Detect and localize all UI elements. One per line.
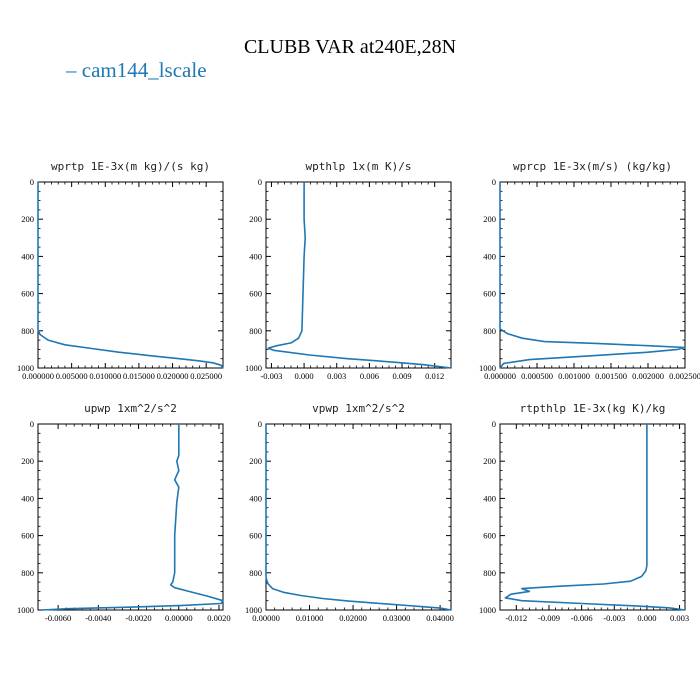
y-tick-label: 200 [249,456,262,466]
y-tick-label: 400 [21,251,34,261]
series-line [265,424,452,611]
x-tick-label: 0.00000 [165,613,193,623]
x-tick-label: -0.003 [603,613,625,623]
x-tick-label: 0.003 [670,613,689,623]
y-tick-label: 600 [21,531,34,541]
x-tick-label: 0.000 [295,371,314,381]
y-tick-label: 0 [30,177,34,187]
plot-frame [499,423,686,611]
x-tick-label: 0.000000 [22,371,54,381]
y-tick-label: 1000 [17,605,34,615]
y-tick-label: 200 [21,214,34,224]
y-tick-label: 1000 [479,363,496,373]
y-tick-label: 200 [21,456,34,466]
series-line [267,182,452,369]
y-tick-label: 200 [249,214,262,224]
y-tick-label: 0 [258,177,262,187]
plot-frame [265,181,452,369]
legend-label: cam144_lscale [81,58,207,82]
y-tick-label: 600 [249,289,262,299]
series-line [499,182,686,369]
y-tick-label: 800 [483,568,496,578]
y-tick-label: 1000 [245,363,262,373]
panel-title: rtpthlp 1E-3x(kg K)/kg [520,402,666,415]
y-tick-label: 0 [492,419,496,429]
panel-1: wprtp 1E-3x(m kg)/(s kg) 0 200 400 600 800 100… [17,160,224,381]
y-tick-label: 1000 [479,605,496,615]
plot-frame [37,423,224,611]
figure-title: CLUBB VAR at240E,28N [243,36,457,58]
x-tick-label: 0.006 [360,371,379,381]
y-tick-label: 800 [249,326,262,336]
x-tick-label: 0.003 [327,371,346,381]
panel-title: wprcp 1E-3x(m/s) (kg/kg) [513,160,672,173]
panel-3: wprcp 1E-3x(m/s) (kg/kg) 0 200 400 600 800 100… [479,160,700,381]
y-tick-label: 1000 [245,605,262,615]
x-tick-label: 0.025000 [190,371,222,381]
x-tick-label: -0.012 [505,613,527,623]
x-tick-label: 0.000000 [484,371,516,381]
y-tick-label: 400 [21,493,34,503]
y-tick-label: 800 [483,326,496,336]
legend-line-icon: – [66,58,77,82]
y-tick-label: 800 [21,326,34,336]
y-tick-label: 600 [249,531,262,541]
panel-title: wpthlp 1x(m K)/s [306,160,412,173]
y-tick-label: 1000 [17,363,34,373]
y-tick-label: 200 [483,214,496,224]
series-line [41,424,224,611]
y-tick-label: 200 [483,456,496,466]
x-tick-label: 0.04000 [426,613,454,623]
y-tick-label: 0 [30,419,34,429]
x-tick-label: 0.001000 [558,371,590,381]
plot-frame [499,181,686,369]
plot-frame [265,423,452,611]
y-tick-label: 400 [483,251,496,261]
x-tick-label: -0.003 [260,371,282,381]
panel-title: vpwp 1xm^2/s^2 [312,402,405,415]
y-tick-label: 400 [249,493,262,503]
y-tick-label: 800 [21,568,34,578]
x-tick-label: 0.01000 [296,613,324,623]
y-tick-label: 0 [258,419,262,429]
x-tick-label: 0.015000 [123,371,155,381]
series-line [37,182,224,369]
x-tick-label: -0.006 [571,613,593,623]
y-tick-label: 600 [483,531,496,541]
x-tick-label: 0.03000 [383,613,411,623]
panel-6: rtpthlp 1E-3x(kg K)/kg02004006008001000-… [479,402,689,623]
x-tick-label: 0.0020 [207,613,230,623]
x-tick-label: 0.002000 [632,371,664,381]
y-tick-label: 400 [483,493,496,503]
y-tick-label: 600 [21,289,34,299]
x-tick-label: 0.00000 [252,613,280,623]
x-tick-label: -0.0020 [125,613,151,623]
x-tick-label: 0.02000 [339,613,367,623]
panel-4: upwp 1xm^2/s^2 0 200 400 600 800 1000 -0.0060 -0… [17,402,231,623]
x-tick-label: -0.009 [538,613,560,623]
y-tick-label: 600 [483,289,496,299]
y-tick-label: 0 [492,177,496,187]
x-tick-label: 0.000 [637,613,656,623]
series-line [504,424,686,611]
x-tick-label: 0.012 [425,371,444,381]
plot-frame [37,181,224,369]
panel-title: upwp 1xm^2/s^2 [84,402,177,415]
panel-5: vpwp 1xm^2/s^2 0 200 400 600 800 10000.00000 0.… [245,402,454,623]
legend-entry: – cam144_lscale [66,58,207,83]
x-tick-label: 0.005000 [56,371,88,381]
x-tick-label: 0.020000 [157,371,189,381]
x-tick-label: 0.001500 [595,371,627,381]
x-tick-label: 0.000500 [521,371,553,381]
panel-title: wprtp 1E-3x(m kg)/(s kg) [51,160,210,173]
x-tick-label: 0.002500 [669,371,700,381]
panel-2: wpthlp 1x(m K)/s 0 200 400 600 800 1000-0.003 0… [245,160,452,381]
y-tick-label: 400 [249,251,262,261]
x-tick-label: -0.0060 [45,613,71,623]
x-tick-label: 0.010000 [89,371,121,381]
x-tick-label: 0.009 [392,371,411,381]
y-tick-label: 800 [249,568,262,578]
x-tick-label: -0.0040 [85,613,111,623]
